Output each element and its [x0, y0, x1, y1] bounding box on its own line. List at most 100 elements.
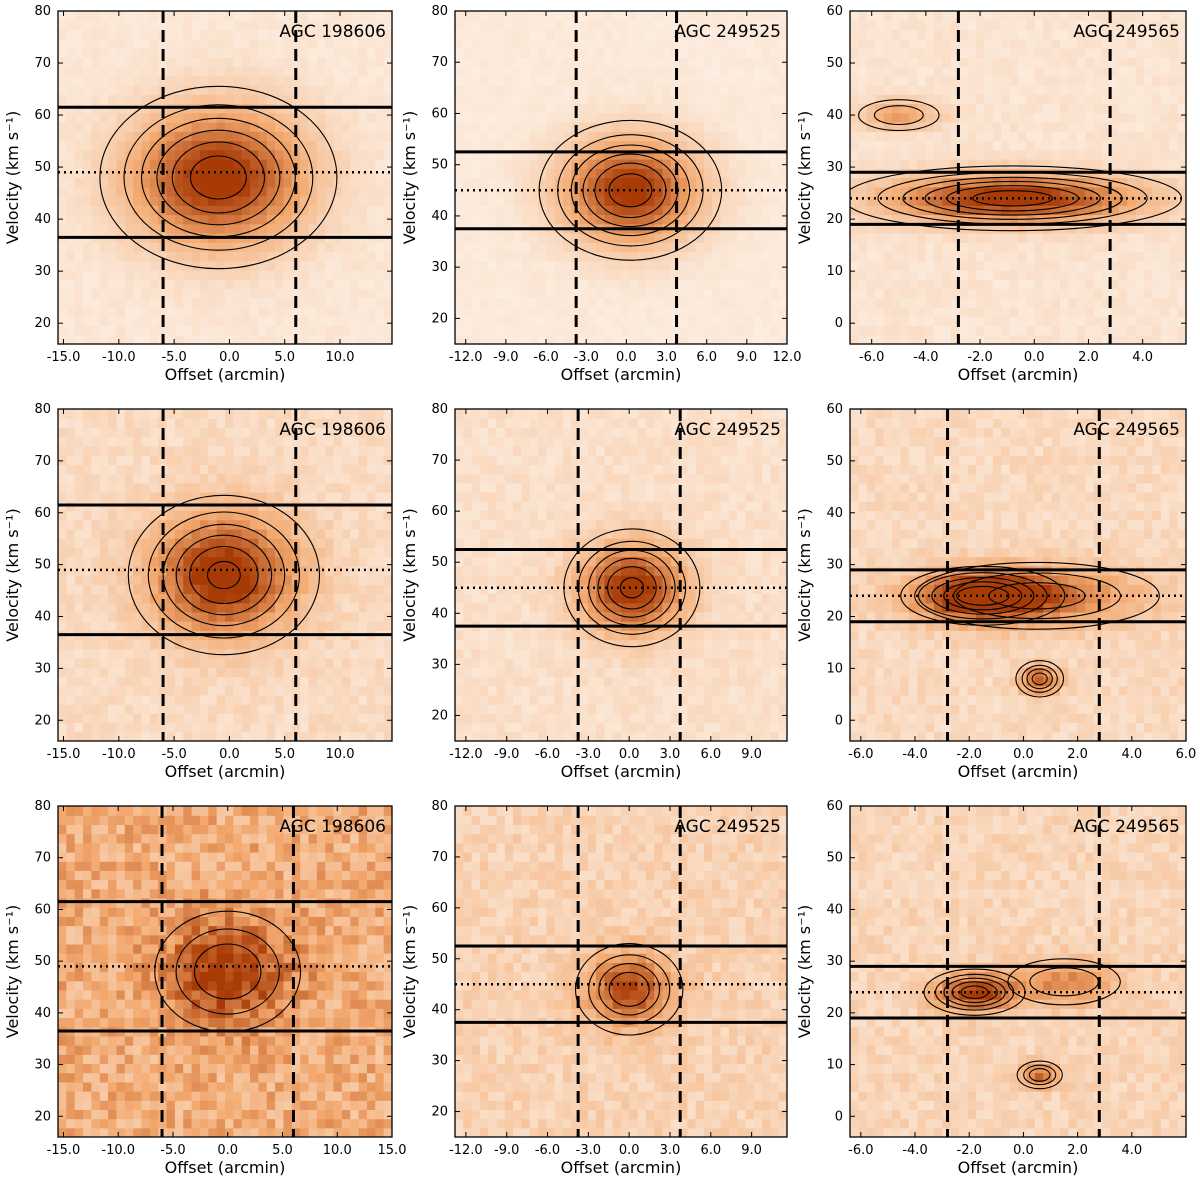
- x-tick-label: -5.0: [160, 1143, 185, 1158]
- x-tick-label: 6.0: [696, 350, 717, 365]
- contour-0-5: [972, 190, 1053, 207]
- y-tick-label: 30: [431, 260, 448, 275]
- x-tick-label: -6.0: [848, 1143, 873, 1158]
- x-tick-label: -10.0: [102, 350, 136, 365]
- y-tick-label: 20: [431, 1105, 448, 1120]
- y-tick-label: 80: [431, 799, 448, 814]
- axes-frame: [57, 10, 393, 345]
- x-tick-label: 3.0: [660, 1143, 681, 1158]
- contour-0-1: [147, 511, 301, 639]
- y-tick-label: 70: [34, 454, 51, 469]
- contour-0-3: [156, 129, 281, 226]
- x-tick-label: -4.0: [902, 747, 927, 762]
- x-tick-label: -2.0: [957, 747, 982, 762]
- x-tick-label: -10.0: [102, 747, 136, 762]
- heatmap-image: [850, 409, 1186, 741]
- contour-0-0: [574, 943, 684, 1036]
- contour-0-5: [619, 577, 645, 599]
- x-tick-label: -15.0: [47, 350, 81, 365]
- y-tick-label: 40: [34, 212, 51, 227]
- x-axis-label: Offset (arcmin): [958, 762, 1079, 781]
- contour-2-3: [1031, 672, 1048, 686]
- x-tick-label: -15.0: [47, 747, 81, 762]
- y-tick-label: 30: [431, 1054, 448, 1069]
- x-tick-label: 10.0: [326, 350, 355, 365]
- y-tick-label: 50: [34, 558, 51, 573]
- x-tick-label: -3.0: [574, 350, 599, 365]
- x-tick-label: 0.0: [1013, 747, 1034, 762]
- x-tick-label: 6.0: [1176, 747, 1197, 762]
- panel-9: -6.0 -4.0 -2.0 0.0 2.0 4.0 0 10 20 30 40 50 60 AGC 24…: [795, 799, 1187, 1177]
- panel-title: AGC 249525: [674, 22, 781, 42]
- x-axis-label: Offset (arcmin): [165, 1158, 286, 1177]
- axes-frame: [57, 408, 393, 742]
- x-tick-label: -9.0: [494, 1143, 519, 1158]
- y-tick-label: 40: [826, 902, 843, 917]
- contour-0-2: [902, 176, 1123, 220]
- heatmap-image: [58, 409, 392, 741]
- x-tick-label: -6.0: [848, 747, 873, 762]
- contour-2-0: [1015, 660, 1065, 698]
- panel-title: AGC 198606: [279, 817, 386, 837]
- axes-frame: [454, 805, 788, 1138]
- x-tick-label: -3.0: [576, 747, 601, 762]
- y-tick-label: 20: [34, 1109, 51, 1124]
- x-axis-label: Offset (arcmin): [165, 365, 286, 384]
- y-tick-label: 40: [431, 606, 448, 621]
- x-tick-label: -12.0: [449, 1143, 483, 1158]
- x-tick-label: 4.0: [1132, 350, 1153, 365]
- y-axis-label: Velocity (km s⁻¹): [795, 111, 814, 244]
- y-tick-label: 40: [826, 108, 843, 123]
- x-tick-label: 0.0: [217, 1143, 238, 1158]
- x-tick-label: -9.0: [494, 747, 519, 762]
- y-tick-label: 40: [34, 1006, 51, 1021]
- x-tick-label: 12.0: [773, 350, 802, 365]
- x-tick-label: -5.0: [161, 350, 186, 365]
- x-tick-label: 0.0: [1024, 350, 1045, 365]
- heatmap-image: [455, 806, 787, 1137]
- x-tick-label: 0.0: [616, 350, 637, 365]
- x-axis-label: Offset (arcmin): [561, 365, 682, 384]
- y-tick-label: 50: [34, 954, 51, 969]
- y-tick-label: 60: [34, 506, 51, 521]
- x-tick-label: 3.0: [660, 747, 681, 762]
- y-tick-label: 0: [835, 1109, 843, 1124]
- contour-0-5: [206, 560, 241, 590]
- y-tick-label: 80: [431, 402, 448, 417]
- y-tick-label: 10: [826, 661, 843, 676]
- y-tick-label: 70: [34, 851, 51, 866]
- axes-frame: [849, 408, 1187, 742]
- x-tick-label: -6.0: [535, 1143, 560, 1158]
- y-tick-label: 70: [431, 850, 448, 865]
- contour-0-2: [193, 943, 262, 1000]
- x-tick-label: 0.0: [619, 747, 640, 762]
- x-axis-label: Offset (arcmin): [165, 762, 286, 781]
- contour-0-5: [608, 173, 653, 208]
- y-tick-label: 60: [826, 402, 843, 417]
- y-tick-label: 60: [431, 504, 448, 519]
- contour-0-3: [924, 180, 1101, 216]
- contour-0-2: [598, 963, 661, 1016]
- y-tick-label: 30: [34, 661, 51, 676]
- y-tick-label: 80: [431, 4, 448, 19]
- panel-2: -12.0 -9.0 -6.0 -3.0 0.0 3.0 6.0 9.0 12.0 20 30 40 5…: [400, 4, 801, 384]
- y-axis-label: Velocity (km s⁻¹): [3, 905, 22, 1038]
- panel-title: AGC 198606: [279, 22, 386, 42]
- contour-0-1: [123, 104, 314, 251]
- panel-7: -15.0 -10.0 -5.0 0.0 5.0 10.0 15.0 20 30 40 50 60 70…: [3, 799, 406, 1177]
- axes-frame: [57, 805, 393, 1138]
- panel-title: AGC 198606: [279, 420, 386, 440]
- y-tick-label: 10: [826, 264, 843, 279]
- contour-1-0: [1016, 1060, 1063, 1090]
- x-tick-label: -6.0: [535, 747, 560, 762]
- x-tick-label: 6.0: [700, 1143, 721, 1158]
- contour-1-0: [914, 561, 1160, 630]
- heatmap-image: [58, 806, 392, 1137]
- panel-6: -6.0 -4.0 -2.0 0.0 2.0 4.0 6.0 0 10 20 30 40 50 60 AGC…: [795, 402, 1196, 781]
- x-tick-label: 4.0: [1121, 747, 1142, 762]
- x-tick-label: 10.0: [323, 1143, 352, 1158]
- x-tick-label: 0.0: [619, 1143, 640, 1158]
- panel-title: AGC 249525: [674, 817, 781, 837]
- y-tick-label: 20: [826, 1006, 843, 1021]
